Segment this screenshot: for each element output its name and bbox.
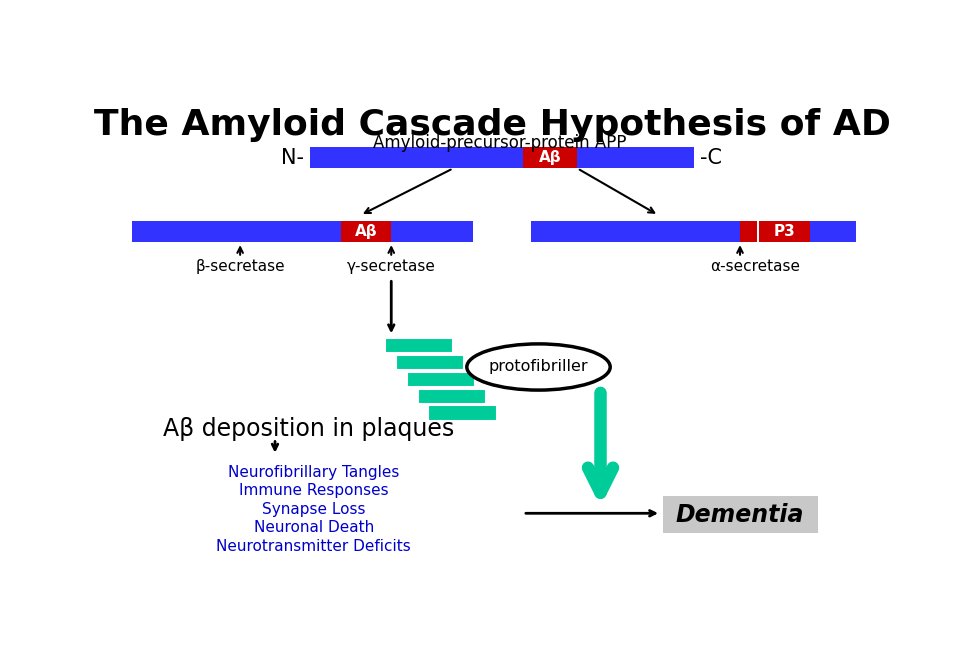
Text: Amyloid-precursor-protein APP: Amyloid-precursor-protein APP <box>373 134 627 152</box>
Text: N-: N- <box>281 147 304 168</box>
Text: -C: -C <box>700 147 722 168</box>
Text: β-secretase: β-secretase <box>195 259 285 274</box>
Bar <box>392 220 472 243</box>
Text: Synapse Loss: Synapse Loss <box>262 502 366 517</box>
Text: protofibriller: protofibriller <box>489 359 588 374</box>
Text: Neuronal Death: Neuronal Death <box>253 520 373 535</box>
Text: α-secretase: α-secretase <box>710 259 801 274</box>
Bar <box>132 220 341 243</box>
Bar <box>385 338 453 353</box>
Bar <box>809 220 856 243</box>
Text: The Amyloid Cascade Hypothesis of AD: The Amyloid Cascade Hypothesis of AD <box>93 108 891 141</box>
Text: Neurofibrillary Tangles: Neurofibrillary Tangles <box>228 465 399 480</box>
Text: Neurotransmitter Deficits: Neurotransmitter Deficits <box>216 539 411 554</box>
Bar <box>396 355 464 370</box>
Bar <box>428 406 496 421</box>
Text: P3: P3 <box>774 224 796 239</box>
Text: Aβ deposition in plaques: Aβ deposition in plaques <box>162 417 454 441</box>
Bar <box>418 389 486 404</box>
Bar <box>531 220 740 243</box>
Text: Immune Responses: Immune Responses <box>239 483 389 498</box>
Bar <box>407 372 475 387</box>
Bar <box>759 220 809 243</box>
Text: γ-secretase: γ-secretase <box>347 259 436 274</box>
Bar <box>310 147 693 168</box>
Bar <box>341 220 392 243</box>
Ellipse shape <box>467 344 611 390</box>
Bar <box>740 220 757 243</box>
Bar <box>523 147 577 168</box>
Bar <box>662 496 818 533</box>
Text: Aβ: Aβ <box>355 224 377 239</box>
Text: Aβ: Aβ <box>539 150 562 165</box>
Text: Dementia: Dementia <box>676 503 804 527</box>
